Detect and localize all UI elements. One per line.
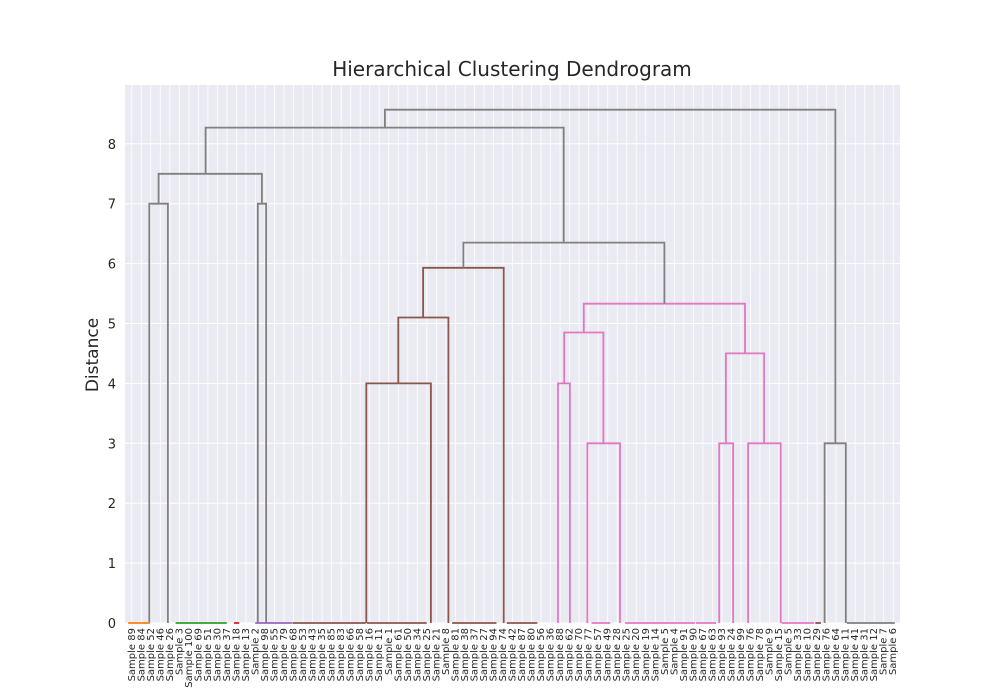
x-tick-label: Sample 87	[517, 628, 528, 681]
x-tick-label: Sample 26	[165, 628, 176, 681]
x-tick-label: Sample 5	[660, 628, 671, 675]
x-tick-label: Sample 74	[498, 628, 509, 681]
x-tick-label: Sample 36	[546, 628, 557, 681]
x-tick-label: Sample 24	[726, 628, 737, 681]
x-tick-label: Sample 12	[869, 628, 880, 681]
dendrogram-links	[128, 108, 895, 624]
x-tick-label: Sample 50	[403, 628, 414, 681]
x-tick-label: Sample 10	[803, 628, 814, 681]
x-tick-label: Sample 51	[203, 628, 214, 681]
x-tick-label: Sample 9	[765, 628, 776, 675]
x-tick-label: Sample 1	[384, 628, 395, 675]
x-tick-label: Sample 66	[346, 628, 357, 681]
x-tick-label: Sample 5	[784, 628, 795, 675]
x-tick-label: Sample 84	[136, 628, 147, 681]
x-tick-label: Sample 35	[317, 628, 328, 681]
y-tick-label: 0	[108, 617, 116, 632]
x-tick-label: Sample 37	[469, 628, 480, 681]
x-tick-label: Sample 4	[669, 628, 680, 675]
dendrogram-link	[157, 172, 263, 204]
x-tick-label: Sample 43	[308, 628, 319, 681]
x-tick-label: Sample 11	[841, 628, 852, 681]
x-tick-label: Sample 52	[146, 628, 157, 681]
x-tick-label: Sample 76	[822, 628, 833, 681]
x-tick-label: Sample 25	[422, 628, 433, 681]
x-tick-label: Sample 91	[679, 628, 690, 681]
x-tick-label: Sample 49	[603, 628, 614, 681]
x-tick-label: Sample 30	[212, 628, 223, 681]
x-tick-label: Sample 69	[193, 628, 204, 681]
dendrogram-link	[383, 108, 837, 444]
x-tick-label: Sample 78	[755, 628, 766, 681]
x-tick-label: Sample 83	[336, 628, 347, 681]
x-tick-label: Sample 8	[441, 628, 452, 675]
x-tick-label: Sample 100	[184, 628, 195, 688]
y-tick-label: 6	[108, 258, 116, 273]
x-tick-label: Sample 79	[279, 628, 290, 681]
x-tick-label: Sample 13	[241, 628, 252, 681]
x-tick-label: Sample 53	[298, 628, 309, 681]
x-tick-label: Sample 27	[479, 628, 490, 681]
x-tick-label: Sample 67	[698, 628, 709, 681]
x-tick-label: Sample 70	[574, 628, 585, 681]
x-tick-label: Sample 58	[355, 628, 366, 681]
y-tick-label: 4	[108, 377, 116, 392]
x-tick-label: Sample 20	[631, 628, 642, 681]
x-tick-label: Sample 3	[174, 628, 185, 675]
y-tick-label: 7	[108, 198, 116, 213]
x-tick-label: Sample 94	[488, 628, 499, 681]
x-tick-label: Sample 46	[155, 628, 166, 681]
x-tick-label: Sample 34	[412, 628, 423, 681]
x-tick-label: Sample 55	[270, 628, 281, 681]
x-tick-label: Sample 18	[231, 628, 242, 681]
x-tick-label: Sample 15	[774, 628, 785, 681]
x-tick-label: Sample 63	[707, 628, 718, 681]
x-tick-label: Sample 90	[688, 628, 699, 681]
x-tick-label: Sample 14	[650, 628, 661, 681]
y-tick-label: 5	[108, 318, 116, 333]
x-tick-label: Sample 31	[860, 628, 871, 681]
x-tick-label: Sample 28	[612, 628, 623, 681]
x-tick-label: Sample 64	[831, 628, 842, 681]
x-tick-label: Sample 38	[460, 628, 471, 681]
x-tick-label: Sample 80	[527, 628, 538, 681]
x-tick-label: Sample 57	[593, 628, 604, 681]
x-tick-label: Sample 85	[327, 628, 338, 681]
x-tick-label: Sample 56	[536, 628, 547, 681]
x-tick-label: Sample 88	[555, 628, 566, 681]
x-tick-label: Sample 2	[251, 628, 262, 675]
x-tick-label: Sample 81	[450, 628, 461, 681]
x-tick-label: Sample 33	[793, 628, 804, 681]
y-axis-label: Distance	[83, 318, 103, 392]
y-tick-label: 2	[108, 497, 116, 512]
x-tick-label: Sample 41	[850, 628, 861, 681]
x-tick-label: Sample 93	[717, 628, 728, 681]
x-tick-label: Sample 16	[365, 628, 376, 681]
x-tick-label: Sample 11	[374, 628, 385, 681]
y-tick-label: 3	[108, 437, 116, 452]
y-tick-label: 8	[108, 138, 116, 153]
x-tick-label: Sample 61	[393, 628, 404, 681]
x-tick-label: Sample 68	[289, 628, 300, 681]
x-tick-label: Sample 89	[127, 628, 138, 681]
x-tick-label: Sample 25	[622, 628, 633, 681]
x-tick-label: Sample 99	[736, 628, 747, 681]
x-tick-label: Sample 19	[641, 628, 652, 681]
chart-title: Hierarchical Clustering Dendrogram	[332, 57, 692, 81]
x-tick-label: Sample 21	[431, 628, 442, 681]
x-tick-label: Sample 76	[745, 628, 756, 681]
x-tick-label: Sample 77	[584, 628, 595, 681]
x-tick-label: Sample 98	[260, 628, 271, 681]
x-tick-label: Sample 42	[508, 628, 519, 681]
x-tick-label: Sample 62	[565, 628, 576, 681]
y-axis-ticks: 0 1 2 3 4 5 6 7 8	[108, 138, 116, 632]
x-tick-label: Sample 29	[812, 628, 823, 681]
x-tick-label: Sample 7	[879, 628, 890, 675]
y-tick-label: 1	[108, 557, 116, 572]
x-tick-label: Sample 37	[222, 628, 233, 681]
x-tick-label: Sample 6	[888, 628, 899, 675]
